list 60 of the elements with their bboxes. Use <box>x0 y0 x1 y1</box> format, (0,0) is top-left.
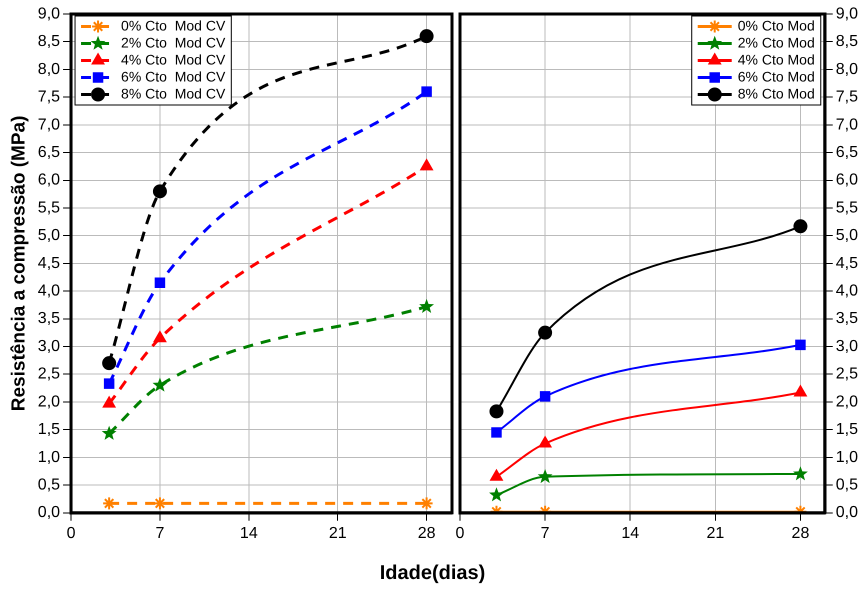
y-tick-label: 8,0 <box>38 60 60 78</box>
y2-tick-label: 6,5 <box>836 144 858 161</box>
legend-label: 0% Cto Mod <box>738 17 815 34</box>
y2-tick-label: 9,0 <box>836 5 858 22</box>
x-tick-label: 14 <box>621 524 640 542</box>
x-tick-label: 21 <box>706 524 724 542</box>
x-tick-label: 7 <box>155 524 164 542</box>
y-axis-title: Resistência a compressão (MPa) <box>8 116 30 412</box>
legend-label: 6% Cto Mod CV <box>121 68 226 84</box>
x-axis-title: Idade(dias) <box>378 562 486 585</box>
y-tick-label: 5,0 <box>38 227 60 244</box>
y-tick-label: 7,5 <box>38 88 60 106</box>
y2-tick-label: 8,0 <box>836 60 858 78</box>
y2-tick-label: 7,5 <box>836 88 858 106</box>
y-tick-label: 8,5 <box>38 33 60 50</box>
legend-label: 4% Cto Mod CV <box>121 51 226 68</box>
x-tick-label: 28 <box>792 524 810 542</box>
legend-label: 8% Cto Mod <box>738 85 815 102</box>
y2-tick-label: 3,5 <box>836 310 858 328</box>
y-tick-label: 4,5 <box>38 254 60 272</box>
y2-tick-label: 8,5 <box>836 33 858 50</box>
y-tick-label: 7,0 <box>38 116 60 134</box>
y2-tick-label: 0,5 <box>836 476 858 494</box>
legend-label: 6% Cto Mod <box>738 68 815 84</box>
y-tick-label: 0,5 <box>38 476 60 494</box>
y-tick-label: 3,0 <box>38 338 60 355</box>
legend-label: 0% Cto Mod CV <box>121 17 226 34</box>
y-tick-label: 6,0 <box>38 172 60 189</box>
y-tick-label: 9,0 <box>38 5 60 22</box>
y2-tick-label: 1,5 <box>836 421 858 438</box>
y2-tick-label: 7,0 <box>836 116 858 134</box>
y-tick-label: 4,0 <box>38 282 60 300</box>
x-tick-label: 0 <box>66 524 76 542</box>
y-tick-label: 3,5 <box>38 310 60 328</box>
y2-tick-label: 5,5 <box>836 199 858 216</box>
y2-tick-label: 4,0 <box>836 282 858 300</box>
y2-tick-label: 5,0 <box>836 227 858 244</box>
y-tick-label: 5,5 <box>38 199 60 216</box>
legend-label: 8% Cto Mod CV <box>121 85 226 102</box>
y-tick-label: 1,0 <box>38 448 60 466</box>
y2-tick-label: 0,0 <box>836 504 858 522</box>
legend-label: 4% Cto Mod <box>738 51 815 68</box>
x-tick-label: 21 <box>328 524 347 542</box>
y-tick-label: 1,5 <box>38 421 60 438</box>
y-tick-label: 2,0 <box>38 393 60 410</box>
legend-label: 2% Cto Mod CV <box>121 34 226 50</box>
y-tick-label: 2,5 <box>38 366 60 383</box>
y2-tick-label: 4,5 <box>836 254 858 272</box>
legend-label: 2% Cto Mod <box>738 34 815 50</box>
y2-tick-label: 6,0 <box>836 172 858 189</box>
y2-tick-label: 2,0 <box>836 393 858 410</box>
x-tick-label: 7 <box>540 524 550 542</box>
y-tick-label: 0,0 <box>38 504 60 522</box>
x-tick-label: 28 <box>418 524 436 542</box>
x-tick-label: 14 <box>240 524 258 542</box>
x-tick-label: 0 <box>456 524 465 542</box>
y2-tick-label: 3,0 <box>836 338 858 355</box>
y-tick-label: 6,5 <box>38 144 60 161</box>
y2-tick-label: 2,5 <box>836 366 858 383</box>
y2-tick-label: 1,0 <box>836 448 858 466</box>
